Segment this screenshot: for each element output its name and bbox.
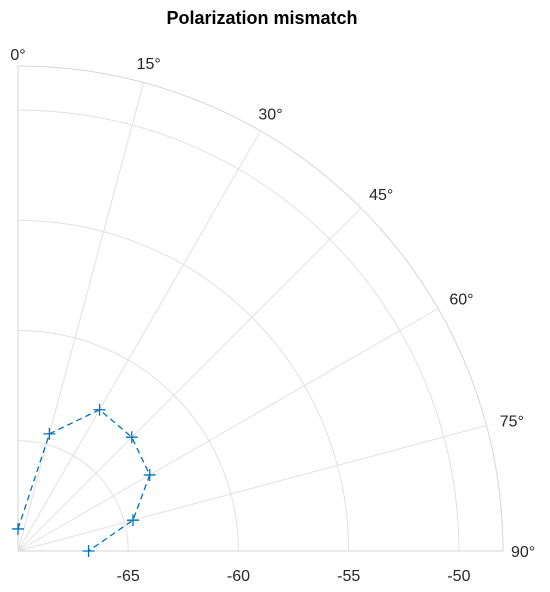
theta-tick-label: 0° <box>10 47 25 64</box>
data-point-marker <box>126 514 139 527</box>
data-point-marker <box>12 522 24 535</box>
data-point-marker <box>93 403 106 416</box>
theta-tick-label: 90° <box>511 544 535 561</box>
data-point-marker <box>43 427 56 440</box>
theta-tick-label: 75° <box>500 413 524 430</box>
theta-tick-label: 30° <box>258 107 282 124</box>
theta-grid-spoke <box>17 207 362 552</box>
r-tick-label: -50 <box>447 568 470 585</box>
tick-labels: 0° 15° 30° 45° 60° 75° 90° -65 -60 -55 -50 <box>10 47 535 585</box>
series-line <box>17 408 151 552</box>
chart-title: Polarization mismatch <box>166 8 357 28</box>
r-tick-label: -65 <box>117 568 140 585</box>
data-point-marker <box>82 545 95 557</box>
r-tick-label: -55 <box>337 568 360 585</box>
data-series <box>12 403 156 557</box>
theta-grid-spoke <box>17 82 145 552</box>
theta-tick-label: 15° <box>137 56 161 73</box>
theta-grid-spoke <box>17 308 439 552</box>
data-point-marker <box>125 431 138 444</box>
data-point-marker <box>143 468 156 481</box>
polar-grid <box>17 65 504 552</box>
r-tick-label: -60 <box>227 568 250 585</box>
theta-tick-label: 60° <box>449 292 473 309</box>
theta-tick-label: 45° <box>369 187 393 204</box>
theta-grid-spoke <box>17 424 487 552</box>
theta-grid-spoke <box>17 130 261 552</box>
